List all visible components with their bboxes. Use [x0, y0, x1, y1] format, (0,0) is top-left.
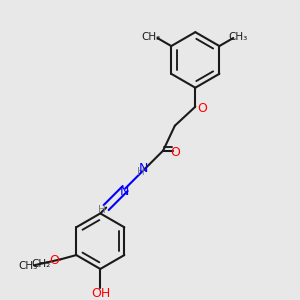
- Text: O: O: [50, 254, 59, 267]
- Text: N: N: [139, 163, 148, 176]
- Text: N: N: [120, 185, 129, 198]
- Text: O: O: [198, 102, 208, 115]
- Text: H: H: [137, 167, 145, 178]
- Text: O: O: [170, 146, 180, 159]
- Text: H: H: [98, 205, 106, 215]
- Text: OH: OH: [91, 287, 110, 300]
- Text: CH₃: CH₃: [228, 32, 248, 41]
- Text: CH₂: CH₂: [31, 259, 50, 269]
- Text: CH₃: CH₃: [18, 262, 38, 272]
- Text: CH₃: CH₃: [142, 32, 161, 41]
